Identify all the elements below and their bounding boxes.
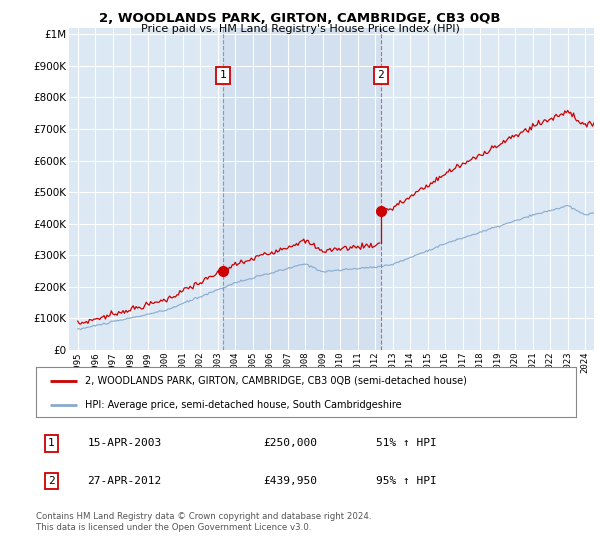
Text: 15-APR-2003: 15-APR-2003: [88, 438, 161, 449]
Text: £250,000: £250,000: [263, 438, 317, 449]
Text: 2, WOODLANDS PARK, GIRTON, CAMBRIDGE, CB3 0QB (semi-detached house): 2, WOODLANDS PARK, GIRTON, CAMBRIDGE, CB…: [85, 376, 466, 386]
Text: Contains HM Land Registry data © Crown copyright and database right 2024.
This d: Contains HM Land Registry data © Crown c…: [36, 512, 371, 532]
Text: Price paid vs. HM Land Registry's House Price Index (HPI): Price paid vs. HM Land Registry's House …: [140, 24, 460, 34]
Text: 51% ↑ HPI: 51% ↑ HPI: [376, 438, 437, 449]
Text: 1: 1: [48, 438, 55, 449]
Text: 2, WOODLANDS PARK, GIRTON, CAMBRIDGE, CB3 0QB: 2, WOODLANDS PARK, GIRTON, CAMBRIDGE, CB…: [99, 12, 501, 25]
Text: HPI: Average price, semi-detached house, South Cambridgeshire: HPI: Average price, semi-detached house,…: [85, 400, 401, 409]
Text: 95% ↑ HPI: 95% ↑ HPI: [376, 476, 437, 486]
Bar: [223, 28, 381, 350]
Text: £439,950: £439,950: [263, 476, 317, 486]
Text: 1: 1: [220, 71, 226, 80]
Text: 2: 2: [48, 476, 55, 486]
Text: 27-APR-2012: 27-APR-2012: [88, 476, 161, 486]
Text: 2: 2: [377, 71, 384, 80]
